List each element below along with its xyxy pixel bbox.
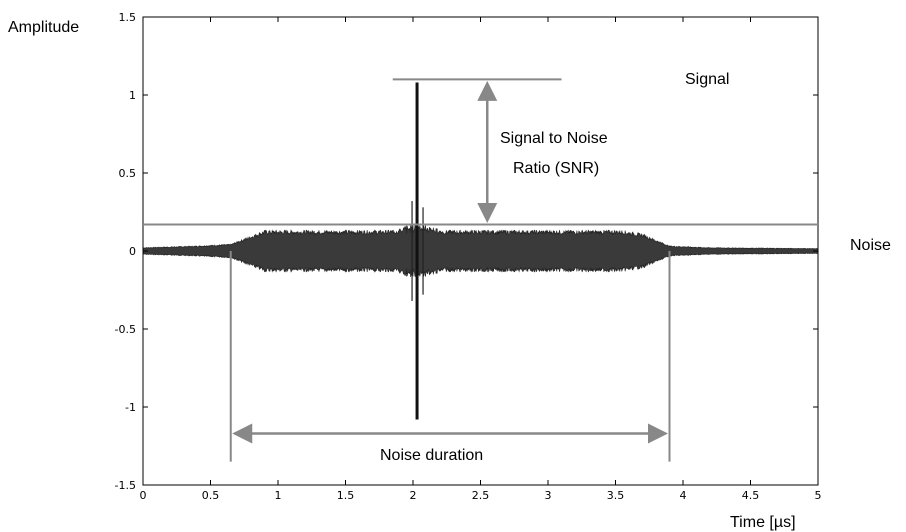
y-tick-label: 1.5 — [119, 11, 137, 24]
x-axis-label: Time [µs] — [730, 514, 796, 531]
snr-label-line2: Ratio (SNR) — [513, 160, 599, 177]
x-tick-label: 2.5 — [472, 489, 490, 502]
y-tick-label: -1.5 — [115, 479, 136, 492]
x-tick-label: 4 — [680, 489, 687, 502]
x-tick-label: 1 — [275, 489, 282, 502]
y-axis-label: Amplitude — [8, 19, 79, 36]
noise-duration-label: Noise duration — [380, 447, 483, 464]
x-tick-label: 4.5 — [742, 489, 760, 502]
noise-label: Noise — [850, 237, 891, 254]
x-tick-label: 3 — [545, 489, 552, 502]
x-tick-label: 0.5 — [202, 489, 220, 502]
y-tick-label: -0.5 — [115, 323, 136, 336]
y-tick-label: 0 — [129, 245, 136, 258]
x-tick-label: 2 — [410, 489, 417, 502]
y-tick-label: 1 — [129, 89, 136, 102]
y-tick-label: -1 — [125, 401, 136, 414]
snr-label-line1: Signal to Noise — [500, 130, 608, 147]
waveform-series — [142, 82, 819, 420]
x-tick-label: 1.5 — [337, 489, 355, 502]
y-tick-label: 0.5 — [119, 167, 137, 180]
x-tick-label: 0 — [140, 489, 147, 502]
x-tick-label: 5 — [815, 489, 822, 502]
noise-band — [142, 224, 819, 278]
annotations — [143, 78, 818, 462]
axis-ticks: 0 0.5 1 1.5 2 2.5 3 3.5 4 4.5 5 -1.5 -1 -0.5 0 0.5 1 1.5 — [115, 11, 822, 502]
signal-label: Signal — [685, 71, 729, 88]
x-tick-label: 3.5 — [607, 489, 625, 502]
